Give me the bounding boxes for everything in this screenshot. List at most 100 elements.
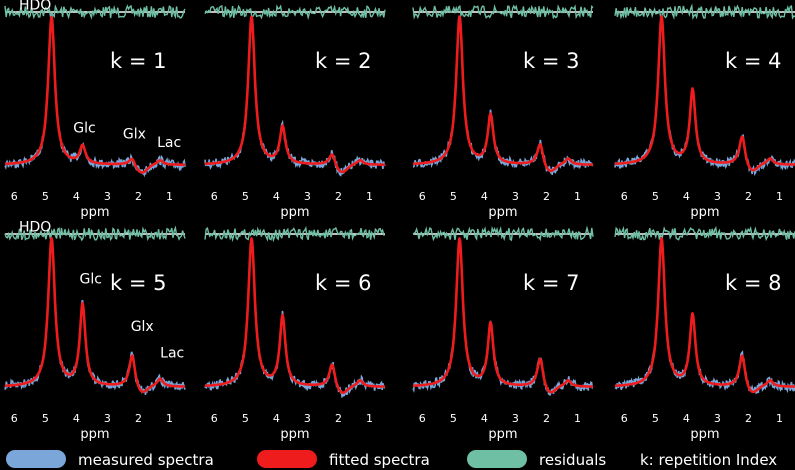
residual-trace [204, 226, 386, 243]
x-tick-label: 3 [512, 190, 519, 203]
x-tick-label: 2 [335, 412, 342, 425]
residual-trace [4, 4, 186, 20]
measured-spectrum [412, 240, 594, 396]
spectrum-panel-4: k = 4 6 5 4 3 2 1 ppm [614, 3, 795, 220]
x-tick-label: 6 [211, 190, 218, 203]
x-tick-label: 1 [166, 412, 173, 425]
peak-label: Glc [73, 120, 95, 136]
x-tick-label: 1 [366, 190, 373, 203]
x-axis-label: ppm [80, 205, 109, 220]
fitted-spectrum [412, 237, 594, 394]
spectrum-panel-3: k = 3 6 5 4 3 2 1 ppm [412, 4, 594, 220]
legend-label-fitted: fitted spectra [329, 451, 430, 469]
x-tick-label: 5 [42, 412, 49, 425]
x-tick-label: 5 [652, 412, 659, 425]
residual-trace [412, 225, 594, 242]
measured-spectrum [4, 240, 186, 395]
spectrum-panel-1: k = 1 HDO Glc Glx Lac 6 5 4 3 2 1 ppm [4, 0, 186, 220]
x-tick-label: 4 [481, 190, 488, 203]
x-tick-label: 1 [776, 190, 783, 203]
fitted-spectrum [4, 236, 186, 394]
x-tick-label: 6 [621, 412, 628, 425]
x-tick-label: 5 [242, 412, 249, 425]
legend-label-residuals: residuals [539, 451, 607, 469]
legend-swatch-measured [6, 450, 66, 468]
x-tick-label: 6 [11, 190, 18, 203]
x-tick-label: 4 [481, 412, 488, 425]
measured-spectrum [204, 17, 386, 177]
peak-label: HDO [19, 0, 51, 14]
x-tick-label: 2 [745, 190, 752, 203]
x-tick-label: 2 [135, 412, 142, 425]
x-tick-label: 5 [242, 190, 249, 203]
x-tick-label: 5 [450, 190, 457, 203]
residual-trace [4, 225, 186, 242]
residual-trace [614, 3, 795, 20]
panel-title: k = 7 [523, 271, 579, 295]
x-axis-label: ppm [690, 427, 719, 442]
peak-label: Lac [157, 135, 181, 151]
panel-title: k = 8 [725, 271, 781, 295]
fitted-spectrum [614, 237, 795, 394]
x-tick-label: 3 [714, 412, 721, 425]
panel-title: k = 5 [110, 271, 166, 295]
spectrum-panel-6: k = 6 6 5 4 3 2 1 ppm [204, 226, 386, 442]
x-tick-label: 2 [135, 190, 142, 203]
legend-label-k-index: k: repetition Index [640, 451, 778, 469]
peak-label: Lac [160, 345, 184, 361]
x-axis-label: ppm [280, 205, 309, 220]
x-tick-label: 5 [652, 190, 659, 203]
x-tick-label: 1 [366, 412, 373, 425]
residual-trace [204, 4, 386, 21]
measured-spectrum [614, 16, 795, 177]
x-tick-label: 1 [776, 412, 783, 425]
x-tick-label: 4 [683, 412, 690, 425]
x-tick-label: 5 [450, 412, 457, 425]
x-tick-label: 4 [73, 412, 80, 425]
peak-label: HDO [19, 220, 51, 236]
legend: measured spectra fitted spectra residual… [0, 447, 795, 470]
measured-spectrum [614, 238, 795, 395]
x-tick-label: 6 [211, 412, 218, 425]
x-tick-label: 3 [512, 412, 519, 425]
peak-label: Glx [123, 126, 146, 142]
x-tick-label: 6 [419, 190, 426, 203]
peak-label: Glx [131, 319, 154, 335]
panel-title: k = 2 [315, 49, 371, 73]
x-axis-label: ppm [280, 427, 309, 442]
legend-swatch-residuals [467, 450, 527, 468]
x-tick-label: 1 [574, 412, 581, 425]
x-tick-label: 2 [543, 190, 550, 203]
x-tick-label: 2 [543, 412, 550, 425]
x-axis-label: ppm [690, 205, 719, 220]
legend-swatch-fitted [257, 450, 317, 468]
fitted-spectrum [204, 15, 386, 174]
spectrum-panel-8: k = 8 6 5 4 3 2 1 ppm [614, 225, 795, 442]
legend-label-measured: measured spectra [78, 451, 214, 469]
x-tick-label: 2 [335, 190, 342, 203]
panel-title: k = 1 [110, 49, 166, 73]
x-tick-label: 4 [273, 412, 280, 425]
measured-spectrum [4, 13, 186, 178]
peak-label: Glc [79, 271, 101, 287]
fitted-spectrum [204, 237, 386, 394]
residual-trace [614, 225, 795, 242]
fitted-spectrum [4, 15, 186, 174]
x-axis-label: ppm [488, 205, 517, 220]
panel-title: k = 6 [315, 271, 371, 295]
panel-title: k = 3 [523, 49, 579, 73]
spectrum-panel-5: k = 5 HDO Glc Glx Lac 6 5 4 3 2 1 ppm [4, 220, 186, 442]
x-tick-label: 6 [419, 412, 426, 425]
fitted-spectrum [614, 15, 795, 172]
x-tick-label: 3 [304, 190, 311, 203]
x-tick-label: 4 [73, 190, 80, 203]
x-tick-label: 3 [104, 190, 111, 203]
x-tick-label: 1 [574, 190, 581, 203]
spectrum-panel-2: k = 2 6 5 4 3 2 1 ppm [204, 4, 386, 220]
x-tick-label: 1 [166, 190, 173, 203]
fitted-spectrum [412, 15, 594, 173]
residual-trace [412, 4, 594, 20]
x-tick-label: 3 [714, 190, 721, 203]
panel-title: k = 4 [725, 49, 781, 73]
